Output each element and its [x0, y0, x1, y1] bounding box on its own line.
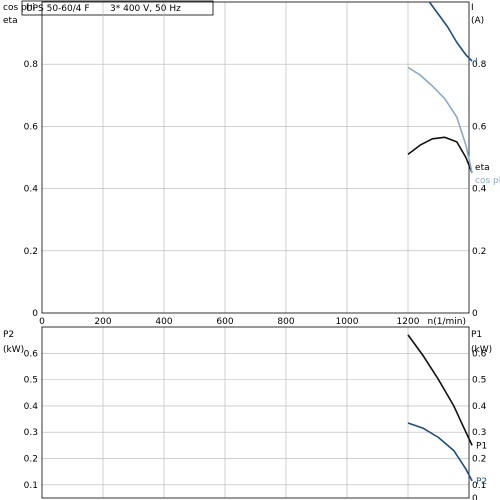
top-series-i-label: I — [475, 57, 478, 67]
bottom-ytick-right-0.5: 0.5 — [472, 376, 486, 386]
top-ytick-left-0.6: 0.6 — [24, 122, 39, 132]
bottom-series-p2-line — [407, 422, 473, 482]
top-series-i-line — [428, 1, 473, 62]
title-model: UPS 50-60/4 F — [26, 4, 90, 14]
top-xtick-label-600: 600 — [216, 317, 233, 327]
bottom-ylabel-left-1: P2 — [3, 330, 14, 340]
top-xtick-label-800: 800 — [277, 317, 294, 327]
top-ylabel-left-2: eta — [3, 16, 18, 26]
top-series-eta-label: eta — [475, 163, 490, 173]
top-xtick-label-400: 400 — [155, 317, 172, 327]
bottom-ylabel-right-2: (kW) — [471, 345, 492, 355]
bottom-ytick-right-0.2: 0.2 — [472, 455, 486, 465]
bottom-ytick-left-0.5: 0.5 — [24, 376, 38, 386]
plot-layer: 0 200 400 600 800 1000 1200 0 0.2 0.4 0.6 0.8 0 0.2 0.… — [24, 1, 500, 500]
top-xtick-label-200: 200 — [94, 317, 111, 327]
top-ytick-right-0.8: 0.8 — [472, 60, 487, 70]
bottom-ytick-left-0.6: 0.6 — [24, 349, 39, 359]
bottom-ytick-right-0.1: 0.1 — [472, 481, 486, 491]
top-ylabel-right-2: (A) — [471, 16, 484, 26]
top-series-cos-phi-line — [407, 66, 473, 174]
top-xtick-label-0: 0 — [39, 317, 45, 327]
bottom-series-p1-label: P1 — [476, 441, 487, 451]
bottom-plot-frame — [41, 326, 470, 499]
title-spec: 3* 400 V, 50 Hz — [110, 4, 181, 14]
bottom-ytick-left-0.2: 0.2 — [24, 455, 38, 465]
top-xtick-label-1000: 1000 — [336, 317, 359, 327]
bottom-ytick-right-0.6: 0.6 — [472, 349, 487, 359]
bottom-ytick-left-0.1: 0.1 — [24, 481, 38, 491]
bottom-ytick-right-0.4: 0.4 — [472, 402, 487, 412]
top-ytick-right-0: 0 — [472, 309, 478, 319]
top-ylabel-left-1: cos phi — [3, 3, 35, 13]
top-series-eta-line — [407, 136, 473, 174]
top-ylabel-right-1: I — [471, 3, 474, 13]
title-box: UPS 50-60/4 F 3* 400 V, 50 Hz — [21, 0, 214, 16]
top-ytick-right-0.4: 0.4 — [472, 185, 487, 195]
top-xtick-label-1200: 1200 — [397, 317, 420, 327]
top-ytick-left-0.2: 0.2 — [24, 247, 38, 257]
bottom-ytick-left-0.4: 0.4 — [24, 402, 39, 412]
bottom-ytick-left-0.3: 0.3 — [24, 428, 38, 438]
top-series-cos-phi-label: cos phi — [475, 176, 500, 186]
bottom-ylabel-right-1: P1 — [471, 330, 482, 340]
top-ytick-right-0.2: 0.2 — [472, 247, 486, 257]
bottom-ytick-right-0: 0 — [472, 494, 478, 500]
top-ytick-left-0.4: 0.4 — [24, 185, 39, 195]
bottom-ytick-right-0.3: 0.3 — [472, 428, 486, 438]
top-plot-frame — [41, 1, 470, 314]
top-ytick-left-0.8: 0.8 — [24, 60, 39, 70]
top-ytick-left-0: 0 — [32, 309, 38, 319]
bottom-ylabel-left-2: (kW) — [3, 345, 24, 355]
top-ytick-right-0.6: 0.6 — [472, 122, 487, 132]
top-xlabel: n(1/min) — [428, 317, 466, 327]
bottom-series-p2-label: P2 — [476, 477, 487, 487]
bottom-series-p1-line — [407, 334, 473, 446]
